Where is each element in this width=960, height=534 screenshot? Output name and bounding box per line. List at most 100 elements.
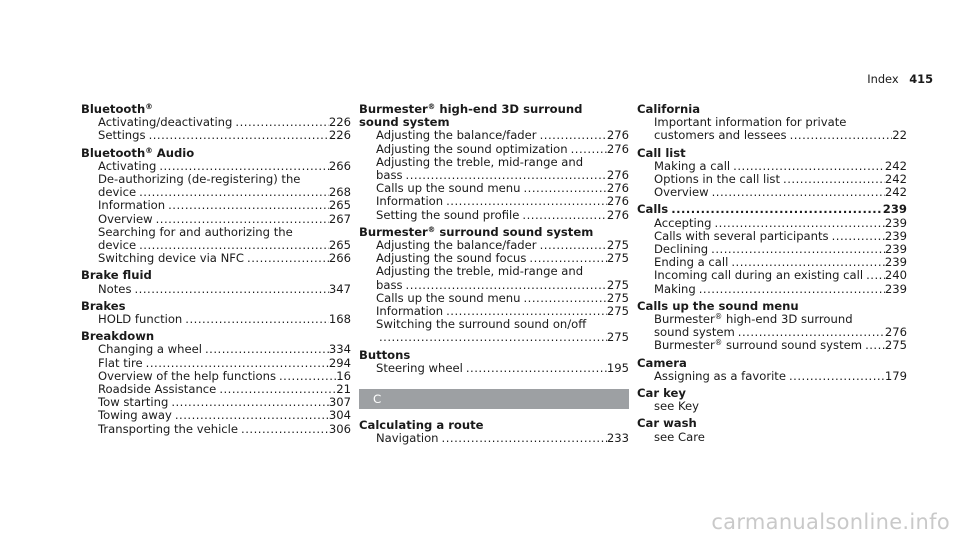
page-ref[interactable]: 226 xyxy=(328,116,351,130)
page-ref[interactable]: 275 xyxy=(606,239,629,253)
subentry[interactable]: Ending a call 239 xyxy=(637,256,907,269)
subentry[interactable]: device 265 xyxy=(81,239,351,252)
entry-heading[interactable]: California xyxy=(637,102,907,116)
entry-heading[interactable]: Car key xyxy=(637,386,907,400)
page-ref[interactable]: 265 xyxy=(328,199,351,213)
subentry[interactable]: Overview 242 xyxy=(637,186,907,199)
subentry[interactable]: Overview 267 xyxy=(81,213,351,226)
page-ref[interactable]: 242 xyxy=(884,186,907,200)
page-ref[interactable]: 347 xyxy=(328,282,351,296)
page-ref[interactable]: 239 xyxy=(884,243,907,257)
subentry[interactable]: Assigning as a favorite 179 xyxy=(637,370,907,383)
page-ref[interactable]: 275 xyxy=(606,252,629,266)
page-ref[interactable]: 276 xyxy=(606,195,629,209)
subentry[interactable]: Steering wheel 195 xyxy=(359,362,629,375)
page-ref[interactable]: 307 xyxy=(328,396,351,410)
page-ref[interactable]: 240 xyxy=(884,269,907,283)
subentry[interactable]: Information 276 xyxy=(359,195,629,208)
subentry[interactable]: Information 275 xyxy=(359,305,629,318)
subentry[interactable]: Adjusting the sound focus 275 xyxy=(359,252,629,265)
entry-heading[interactable]: Calculating a route xyxy=(359,418,629,432)
page-ref[interactable]: 233 xyxy=(606,432,629,446)
page-ref[interactable]: 276 xyxy=(884,326,907,340)
page-ref[interactable]: 239 xyxy=(884,216,907,230)
subentry[interactable]: bass 276 xyxy=(359,169,629,182)
subentry[interactable]: Roadside Assistance 21 xyxy=(81,383,351,396)
subentry[interactable]: device 268 xyxy=(81,186,351,199)
page-ref[interactable]: 276 xyxy=(606,129,629,143)
subentry[interactable]: Adjusting the sound optimization 276 xyxy=(359,143,629,156)
page-ref[interactable]: 226 xyxy=(328,129,351,143)
page-ref[interactable]: 275 xyxy=(884,339,907,353)
page-ref[interactable]: 239 xyxy=(882,203,907,217)
page-ref[interactable]: 168 xyxy=(328,313,351,327)
entry-heading[interactable]: Breakdown xyxy=(81,330,351,343)
subentry[interactable]: Adjusting the balance/fader 275 xyxy=(359,239,629,252)
page-ref[interactable]: 294 xyxy=(328,356,351,370)
subentry[interactable]: Flat tire 294 xyxy=(81,357,351,370)
subentry[interactable]: Burmester® surround sound system 275 xyxy=(637,339,907,352)
page-ref[interactable]: 276 xyxy=(606,142,629,156)
entry-heading[interactable]: Car wash xyxy=(637,417,907,430)
subentry[interactable]: Towing away 304 xyxy=(81,409,351,422)
subentry[interactable]: Notes 347 xyxy=(81,283,351,296)
page-ref[interactable]: 304 xyxy=(328,409,351,423)
entry-heading[interactable]: Calls up the sound menu xyxy=(637,299,907,313)
subentry[interactable]: Tow starting 307 xyxy=(81,396,351,409)
page-ref[interactable]: 21 xyxy=(336,383,351,397)
page-ref[interactable]: 275 xyxy=(606,331,629,345)
page-ref[interactable]: 265 xyxy=(328,239,351,253)
subentry[interactable]: 275 xyxy=(359,331,629,344)
page-ref[interactable]: 334 xyxy=(328,343,351,357)
subentry[interactable]: Accepting 239 xyxy=(637,217,907,230)
page-ref[interactable]: 266 xyxy=(328,159,351,173)
page-ref[interactable]: 276 xyxy=(606,182,629,196)
subentry[interactable]: Information 265 xyxy=(81,199,351,212)
subentry[interactable]: Incoming call during an existing call 240 xyxy=(637,269,907,282)
page-ref[interactable]: 239 xyxy=(884,282,907,296)
subentry[interactable]: Declining 239 xyxy=(637,243,907,256)
subentry[interactable]: Settings 226 xyxy=(81,129,351,142)
entry-heading[interactable]: Brakes xyxy=(81,299,351,313)
entry-heading[interactable]: Brake fluid xyxy=(81,269,351,282)
subentry[interactable]: Transporting the vehicle 306 xyxy=(81,423,351,436)
page-ref[interactable]: 275 xyxy=(606,291,629,305)
subentry[interactable]: Calls up the sound menu 276 xyxy=(359,182,629,195)
entry-heading[interactable]: Call list xyxy=(637,146,907,160)
subentry[interactable]: Activating 266 xyxy=(81,160,351,173)
entry-heading[interactable]: Buttons xyxy=(359,348,629,362)
subentry[interactable]: HOLD function 168 xyxy=(81,313,351,326)
subentry[interactable]: Options in the call list 242 xyxy=(637,173,907,186)
page-ref[interactable]: 275 xyxy=(606,305,629,319)
entry-heading[interactable]: Burmester® high-end 3D surround sound sys… xyxy=(359,102,629,129)
page-ref[interactable]: 276 xyxy=(606,208,629,222)
page-ref[interactable]: 242 xyxy=(884,173,907,187)
subentry[interactable]: Making a call 242 xyxy=(637,160,907,173)
page-ref[interactable]: 242 xyxy=(884,159,907,173)
page-ref[interactable]: 239 xyxy=(884,229,907,243)
subentry[interactable]: Making 239 xyxy=(637,283,907,296)
page-ref[interactable]: 22 xyxy=(892,129,907,143)
subentry[interactable]: Calls up the sound menu 275 xyxy=(359,292,629,305)
page-ref[interactable]: 195 xyxy=(606,361,629,375)
entry-heading[interactable]: Burmester® surround sound system xyxy=(359,225,629,239)
subentry[interactable]: customers and lessees 22 xyxy=(637,129,907,142)
entry-heading[interactable]: Calls 239 xyxy=(637,203,907,216)
subentry[interactable]: Adjusting the balance/fader 276 xyxy=(359,129,629,142)
page-ref[interactable]: 306 xyxy=(328,422,351,436)
page-ref[interactable]: 267 xyxy=(328,212,351,226)
entry-heading[interactable]: Bluetooth® xyxy=(81,102,351,116)
page-ref[interactable]: 16 xyxy=(336,369,351,383)
page-ref[interactable]: 266 xyxy=(328,252,351,266)
subentry[interactable]: sound system 276 xyxy=(637,326,907,339)
subentry[interactable]: Overview of the help functions 16 xyxy=(81,370,351,383)
subentry[interactable]: Calls with several participants 239 xyxy=(637,230,907,243)
subentry[interactable]: Switching device via NFC 266 xyxy=(81,252,351,265)
subentry[interactable]: bass 275 xyxy=(359,279,629,292)
subentry[interactable]: Activating/deactivating 226 xyxy=(81,116,351,129)
subentry[interactable]: Setting the sound profile 276 xyxy=(359,209,629,222)
subentry[interactable]: Changing a wheel 334 xyxy=(81,343,351,356)
page-ref[interactable]: 275 xyxy=(606,278,629,292)
entry-heading[interactable]: Camera xyxy=(637,356,907,370)
page-ref[interactable]: 268 xyxy=(328,186,351,200)
